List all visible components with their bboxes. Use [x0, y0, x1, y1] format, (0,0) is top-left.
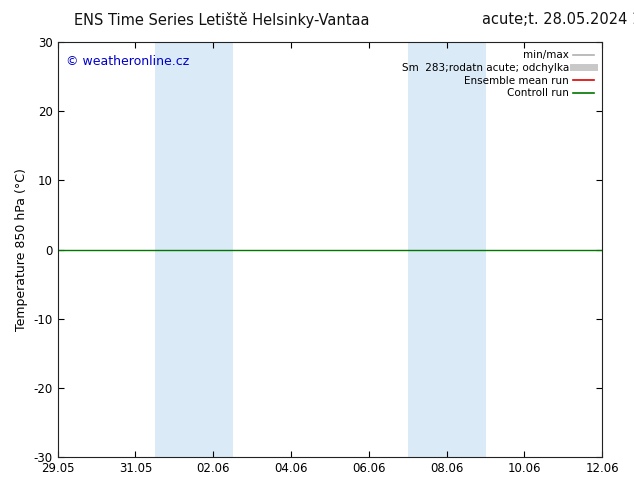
- Y-axis label: Temperature 850 hPa (°C): Temperature 850 hPa (°C): [15, 168, 28, 331]
- Text: © weatheronline.cz: © weatheronline.cz: [66, 54, 189, 68]
- Bar: [155, 42, 233, 457]
- Legend: min/max, Sm  283;rodatn acute; odchylka, Ensemble mean run, Controll run: min/max, Sm 283;rodatn acute; odchylka, …: [399, 47, 597, 101]
- Text: acute;t. 28.05.2024 19 UTC: acute;t. 28.05.2024 19 UTC: [482, 12, 634, 27]
- Bar: [408, 42, 486, 457]
- Text: ENS Time Series Letiště Helsinky-Vantaa: ENS Time Series Letiště Helsinky-Vantaa: [74, 12, 370, 28]
